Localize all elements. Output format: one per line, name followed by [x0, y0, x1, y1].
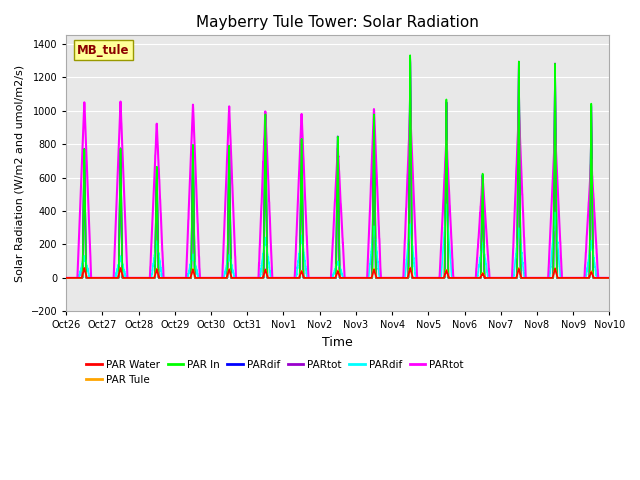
Text: MB_tule: MB_tule [77, 44, 129, 57]
X-axis label: Time: Time [323, 336, 353, 349]
Title: Mayberry Tule Tower: Solar Radiation: Mayberry Tule Tower: Solar Radiation [196, 15, 479, 30]
Y-axis label: Solar Radiation (W/m2 and umol/m2/s): Solar Radiation (W/m2 and umol/m2/s) [15, 65, 25, 282]
Legend: PAR Water, PAR Tule, PAR In, PARdif, PARtot, PARdif, PARtot: PAR Water, PAR Tule, PAR In, PARdif, PAR… [83, 355, 468, 389]
